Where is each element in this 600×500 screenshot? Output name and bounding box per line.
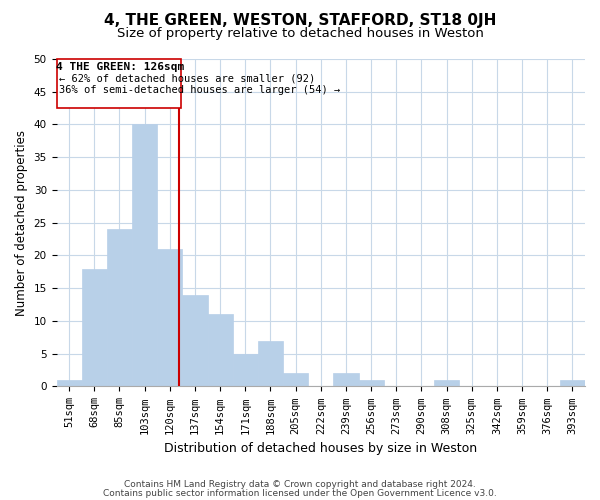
- Bar: [107, 230, 132, 386]
- Text: ← 62% of detached houses are smaller (92): ← 62% of detached houses are smaller (92…: [59, 74, 315, 84]
- Text: Contains public sector information licensed under the Open Government Licence v3: Contains public sector information licen…: [103, 490, 497, 498]
- Bar: [132, 124, 157, 386]
- Bar: [208, 314, 233, 386]
- Bar: [56, 59, 181, 108]
- Bar: [283, 374, 308, 386]
- Bar: [560, 380, 585, 386]
- Bar: [82, 268, 107, 386]
- Bar: [334, 374, 359, 386]
- Text: 4 THE GREEN: 126sqm: 4 THE GREEN: 126sqm: [56, 62, 184, 72]
- Y-axis label: Number of detached properties: Number of detached properties: [15, 130, 28, 316]
- Bar: [359, 380, 383, 386]
- Text: 4, THE GREEN, WESTON, STAFFORD, ST18 0JH: 4, THE GREEN, WESTON, STAFFORD, ST18 0JH: [104, 12, 496, 28]
- Bar: [157, 249, 182, 386]
- Bar: [258, 340, 283, 386]
- Bar: [434, 380, 459, 386]
- Text: 36% of semi-detached houses are larger (54) →: 36% of semi-detached houses are larger (…: [59, 85, 340, 95]
- Text: Size of property relative to detached houses in Weston: Size of property relative to detached ho…: [116, 28, 484, 40]
- X-axis label: Distribution of detached houses by size in Weston: Distribution of detached houses by size …: [164, 442, 478, 455]
- Bar: [182, 295, 208, 386]
- Bar: [56, 380, 82, 386]
- Text: Contains HM Land Registry data © Crown copyright and database right 2024.: Contains HM Land Registry data © Crown c…: [124, 480, 476, 489]
- Bar: [233, 354, 258, 386]
